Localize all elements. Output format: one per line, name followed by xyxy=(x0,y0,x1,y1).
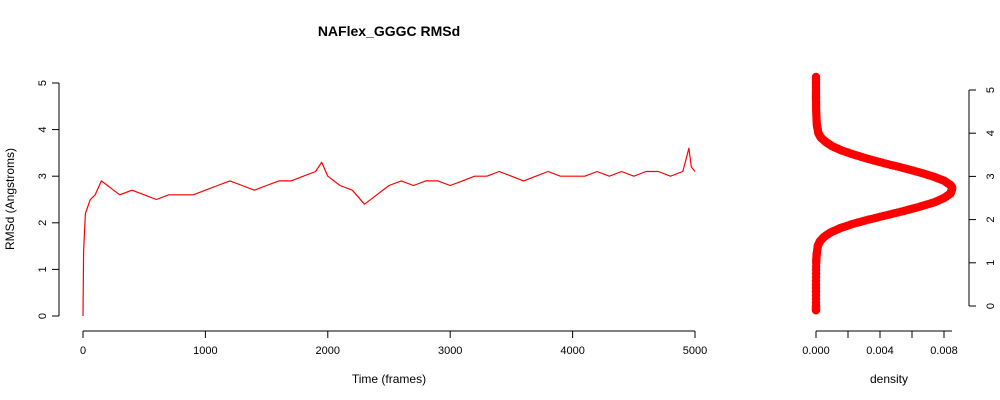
density-y-tick-label: 0 xyxy=(985,303,997,309)
rmsd-series-line xyxy=(82,147,696,317)
density-y-tick-label: 4 xyxy=(985,130,997,136)
x-tick-label: 4000 xyxy=(560,345,584,357)
density-y-tick-label: 2 xyxy=(985,217,997,223)
density-y-tick-label: 3 xyxy=(985,173,997,179)
x-tick-label: 3000 xyxy=(438,345,462,357)
density-y-tick-label: 5 xyxy=(985,87,997,93)
y-tick-label: 3 xyxy=(37,173,49,179)
x-axis-label: Time (frames) xyxy=(352,372,426,386)
density-y-axis-ticks: 0 1 2 3 4 5 xyxy=(969,87,997,309)
density-points xyxy=(811,72,957,315)
x-tick-label: 2000 xyxy=(316,345,340,357)
density-x-axis-label: density xyxy=(870,372,908,386)
y-axis-label: RMSd (Angstroms) xyxy=(3,148,17,250)
chart-title: NAFlex_GGGC RMSd xyxy=(318,23,460,39)
density-x-tick-label: 0.008 xyxy=(930,345,958,357)
density-plot: 0.000 0.004 0.008 0 1 2 3 4 5 density xyxy=(802,72,997,386)
density-y-tick-label: 1 xyxy=(985,260,997,266)
y-tick-label: 2 xyxy=(37,220,49,226)
y-tick-label: 1 xyxy=(37,266,49,272)
density-x-tick-label: 0.004 xyxy=(866,345,894,357)
density-x-axis-ticks: 0.000 0.004 0.008 xyxy=(802,331,958,357)
y-tick-label: 5 xyxy=(37,80,49,86)
density-x-tick-label: 0.000 xyxy=(802,345,830,357)
x-tick-label: 5000 xyxy=(683,345,707,357)
y-axis-ticks: 0 1 2 3 4 5 xyxy=(37,80,59,319)
rmsd-time-series-plot: 0 1000 2000 3000 4000 5000 0 1 2 3 4 5 Time (frame… xyxy=(3,80,707,386)
y-tick-label: 0 xyxy=(37,313,49,319)
x-tick-label: 0 xyxy=(80,345,86,357)
x-axis-ticks: 0 1000 2000 3000 4000 5000 xyxy=(80,331,707,357)
x-tick-label: 1000 xyxy=(193,345,217,357)
density-point xyxy=(811,72,821,82)
y-tick-label: 4 xyxy=(37,127,49,133)
